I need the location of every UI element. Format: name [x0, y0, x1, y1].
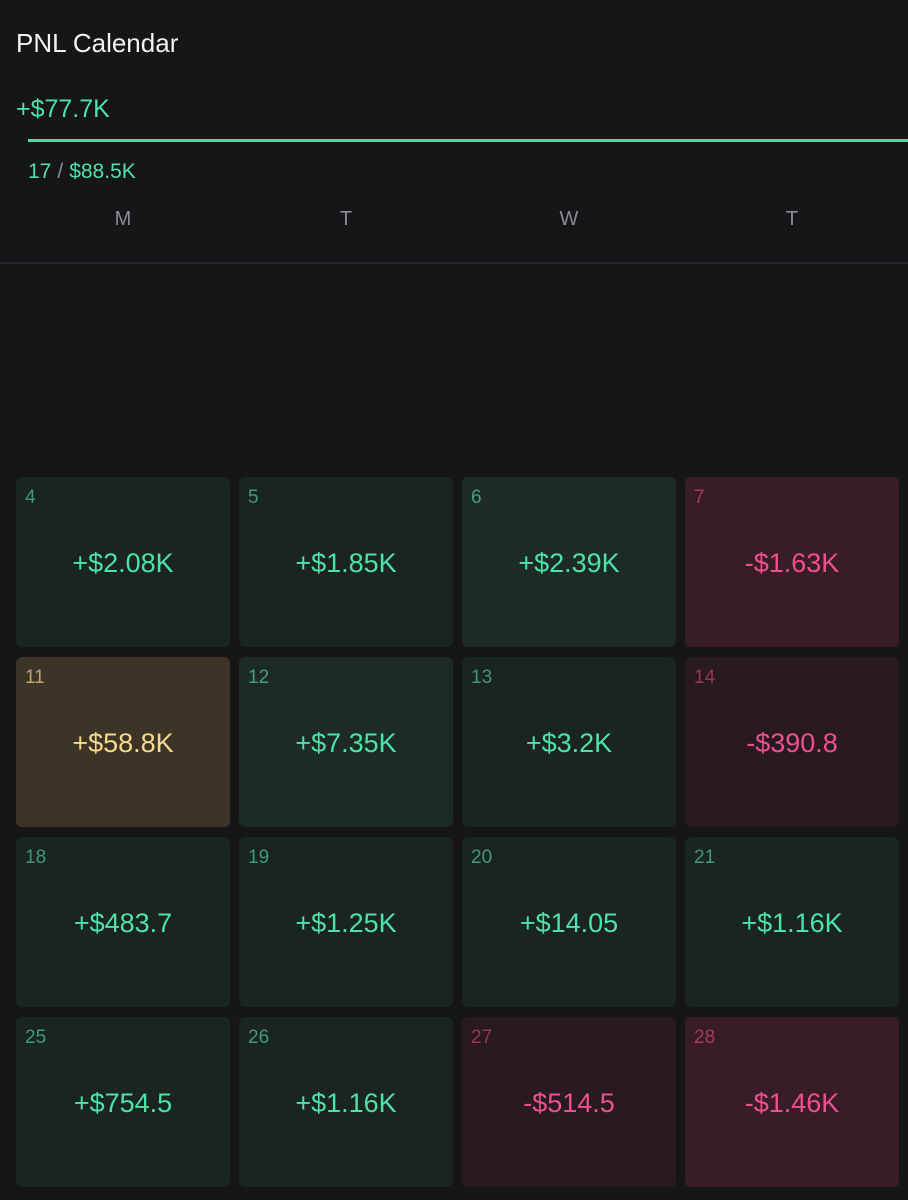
day-number: 18	[25, 847, 47, 868]
day-pnl: +$3.2K	[525, 728, 613, 758]
day-cell[interactable]: 21 +$1.16K	[685, 837, 899, 1007]
stats: 17/$88.5K	[28, 160, 136, 184]
day-number: 11	[25, 667, 45, 688]
total-pnl: +$77.7K	[16, 95, 110, 123]
day-cell[interactable]: 19 +$1.25K	[239, 837, 453, 1007]
day-cell[interactable]: 28 -$1.46K	[685, 1017, 899, 1187]
day-pnl: -$514.5	[523, 1088, 615, 1118]
day-pnl: +$1.25K	[295, 908, 397, 938]
day-cell[interactable]: 4 +$2.08K	[16, 477, 230, 647]
day-pnl: +$483.7	[73, 908, 173, 938]
separator: /	[57, 160, 64, 183]
day-pnl: +$2.39K	[518, 548, 620, 578]
divider	[0, 262, 908, 264]
day-pnl: +$2.08K	[72, 548, 174, 578]
day-cell[interactable]: 14 -$390.8	[685, 657, 899, 827]
day-cell[interactable]: 20 +$14.05	[462, 837, 676, 1007]
day-pnl: +$1.16K	[295, 1088, 397, 1118]
day-number: 26	[248, 1027, 270, 1048]
day-number: 28	[694, 1027, 716, 1048]
day-pnl: +$754.5	[73, 1088, 173, 1118]
day-pnl: +$7.35K	[295, 728, 397, 758]
amount: $88.5K	[69, 160, 136, 183]
day-pnl: -$1.46K	[744, 1088, 840, 1118]
day-cell[interactable]: 25 +$754.5	[16, 1017, 230, 1187]
day-pnl: -$1.63K	[744, 548, 840, 578]
day-number: 5	[248, 487, 259, 508]
day-number: 7	[694, 487, 705, 508]
day-number: 25	[25, 1027, 47, 1048]
day-number: 19	[248, 847, 270, 868]
day-cell[interactable]: 7 -$1.63K	[685, 477, 899, 647]
day-pnl: +$14.05	[519, 908, 619, 938]
day-number: 13	[471, 667, 493, 688]
day-cell[interactable]: 26 +$1.16K	[239, 1017, 453, 1187]
count: 17	[28, 160, 52, 183]
day-cell[interactable]: 6 +$2.39K	[462, 477, 676, 647]
title: PNL Calendar	[16, 28, 179, 58]
day-cell[interactable]: 12 +$7.35K	[239, 657, 453, 827]
day-number: 27	[471, 1027, 493, 1048]
day-number: 12	[248, 667, 270, 688]
weekday-label: M	[114, 208, 132, 230]
day-number: 14	[694, 667, 716, 688]
day-cell[interactable]: 13 +$3.2K	[462, 657, 676, 827]
weekday-label: T	[785, 208, 799, 230]
day-pnl: -$390.8	[746, 728, 838, 758]
day-number: 20	[471, 847, 493, 868]
weekday-label: T	[339, 208, 353, 230]
day-cell[interactable]: 11 +$58.8K	[16, 657, 230, 827]
day-number: 21	[694, 847, 716, 868]
day-pnl: +$58.8K	[72, 728, 174, 758]
day-pnl: +$1.16K	[741, 908, 843, 938]
progress-bar	[28, 139, 908, 142]
day-cell[interactable]: 18 +$483.7	[16, 837, 230, 1007]
day-pnl: +$1.85K	[295, 548, 397, 578]
day-number: 4	[25, 487, 36, 508]
day-cell[interactable]: 27 -$514.5	[462, 1017, 676, 1187]
day-cell[interactable]: 5 +$1.85K	[239, 477, 453, 647]
weekday-label: W	[559, 208, 579, 230]
day-number: 6	[471, 487, 482, 508]
